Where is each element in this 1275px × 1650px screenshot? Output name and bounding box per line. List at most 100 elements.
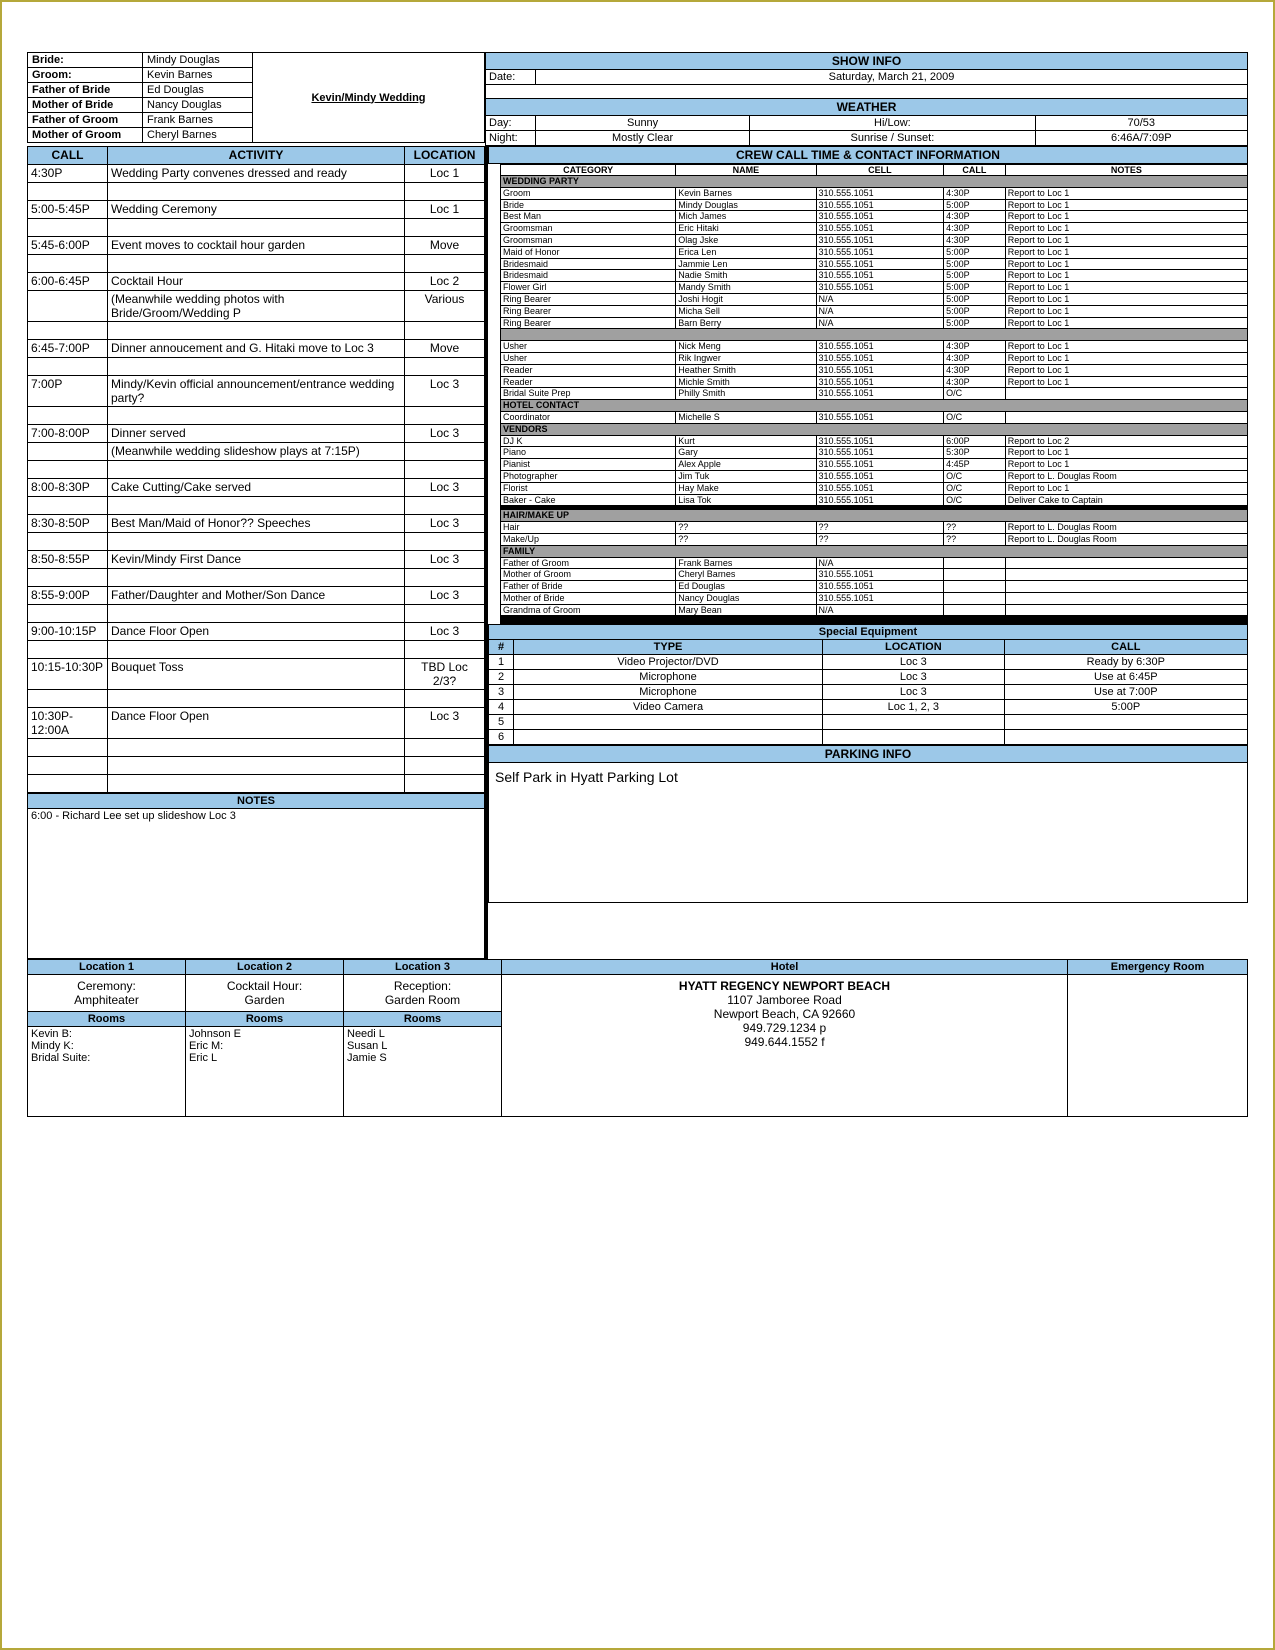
crew-cell: 5:00P <box>944 258 1006 270</box>
bridal-party-table: Bride: Mindy Douglas Kevin/Mindy Wedding… <box>27 52 485 143</box>
crew-cell: 5:30P <box>944 447 1006 459</box>
schedule-cell <box>108 641 405 659</box>
equip-cell: Video Camera <box>514 700 823 715</box>
crew-header-table: CREW CALL TIME & CONTACT INFORMATION <box>488 146 1248 164</box>
crew-cell: Nancy Douglas <box>676 592 816 604</box>
crew-cell: Baker - Cake <box>501 494 676 506</box>
crew-cell: Make/Up <box>501 533 676 545</box>
equip-cell: Loc 1, 2, 3 <box>823 700 1005 715</box>
schedule-cell <box>28 497 108 515</box>
schedule-cell <box>405 461 485 479</box>
schedule-table: CALL ACTIVITY LOCATION 4:30PWedding Part… <box>27 146 485 793</box>
crew-cell: 310.555.1051 <box>816 388 944 400</box>
crew-cell: 310.555.1051 <box>816 341 944 353</box>
crew-cell: Bridal Suite Prep <box>501 388 676 400</box>
schedule-cell: Loc 3 <box>405 425 485 443</box>
crew-cell: Bridesmaid <box>501 270 676 282</box>
crew-cell <box>1005 569 1247 581</box>
hotel-cell: HYATT REGENCY NEWPORT BEACH1107 Jamboree… <box>502 975 1068 1117</box>
crew-cell: ?? <box>944 522 1006 534</box>
crew-cell: Coordinator <box>501 411 676 423</box>
crew-cell: Heather Smith <box>676 364 816 376</box>
crew-cell <box>944 569 1006 581</box>
crew-cell: Hair <box>501 522 676 534</box>
notes-content: 6:00 - Richard Lee set up slideshow Loc … <box>28 809 485 959</box>
schedule-cell: Cake Cutting/Cake served <box>108 479 405 497</box>
parking-header: PARKING INFO <box>489 746 1248 763</box>
crew-cell: N/A <box>816 604 944 616</box>
crew-cell: Michle Smith <box>676 376 816 388</box>
schedule-cell: Loc 3 <box>405 376 485 407</box>
rooms-col2: Johnson EEric M:Eric L <box>186 1027 344 1117</box>
schedule-cell: Cocktail Hour <box>108 273 405 291</box>
schedule-cell: 5:45-6:00P <box>28 237 108 255</box>
schedule-cell: Loc 3 <box>405 515 485 533</box>
schedule-cell <box>108 605 405 623</box>
crew-cell: Father of Groom <box>501 557 676 569</box>
crew-cell: 310.555.1051 <box>816 376 944 388</box>
crew-cell: Report to Loc 1 <box>1005 270 1247 282</box>
schedule-cell <box>28 255 108 273</box>
equip-cell: Loc 3 <box>823 655 1005 670</box>
crew-cell: Mother of Bride <box>501 592 676 604</box>
crew-cell: Deliver Cake to Captain <box>1005 494 1247 506</box>
crew-cell: 5:00P <box>944 317 1006 329</box>
schedule-cell <box>28 183 108 201</box>
crew-cell: 310.555.1051 <box>816 352 944 364</box>
crew-cell: Philly Smith <box>676 388 816 400</box>
crew-cell: 310.555.1051 <box>816 447 944 459</box>
crew-cell: Bride <box>501 199 676 211</box>
schedule-cell: 9:00-10:15P <box>28 623 108 641</box>
crew-cell: Report to Loc 2 <box>1005 435 1247 447</box>
schedule-cell: Dance Floor Open <box>108 623 405 641</box>
crew-cell <box>944 557 1006 569</box>
schedule-cell <box>108 690 405 708</box>
crew-cell: 5:00P <box>944 282 1006 294</box>
crew-cell: 5:00P <box>944 293 1006 305</box>
crew-cell: Report to Loc 1 <box>1005 447 1247 459</box>
crew-cell: Florist <box>501 482 676 494</box>
crew-cell: Reader <box>501 376 676 388</box>
show-date: Saturday, March 21, 2009 <box>536 70 1248 85</box>
schedule-cell: 7:00-8:00P <box>28 425 108 443</box>
schedule-cell: Best Man/Maid of Honor?? Speeches <box>108 515 405 533</box>
crew-cell: Barn Berry <box>676 317 816 329</box>
crew-cell: Mother of Groom <box>501 569 676 581</box>
equip-cell <box>514 730 823 745</box>
equip-cell: Use at 6:45P <box>1004 670 1247 685</box>
crew-cell: Erica Len <box>676 246 816 258</box>
crew-cell: Report to Loc 1 <box>1005 293 1247 305</box>
crew-cell: Report to Loc 1 <box>1005 482 1247 494</box>
crew-section-header: HOTEL CONTACT <box>501 400 1248 412</box>
crew-cell: Groomsman <box>501 223 676 235</box>
show-info-header: SHOW INFO <box>486 53 1248 70</box>
equip-cell: 2 <box>489 670 514 685</box>
crew-cell: Report to L. Douglas Room <box>1005 470 1247 482</box>
schedule-cell <box>28 322 108 340</box>
crew-cell: DJ K <box>501 435 676 447</box>
schedule-cell <box>405 739 485 757</box>
crew-cell: Pianist <box>501 459 676 471</box>
crew-cell: Jim Tuk <box>676 470 816 482</box>
crew-cell: 310.555.1051 <box>816 569 944 581</box>
crew-cell <box>1005 592 1247 604</box>
crew-cell: ?? <box>816 522 944 534</box>
crew-cell: Ring Bearer <box>501 305 676 317</box>
schedule-cell <box>28 358 108 376</box>
schedule-cell: Loc 2 <box>405 273 485 291</box>
crew-cell: Joshi Hogit <box>676 293 816 305</box>
equip-cell: 3 <box>489 685 514 700</box>
crew-cell: Mandy Smith <box>676 282 816 294</box>
crew-cell: N/A <box>816 557 944 569</box>
parking-table: PARKING INFO Self Park in Hyatt Parking … <box>488 745 1248 903</box>
crew-header: CREW CALL TIME & CONTACT INFORMATION <box>489 147 1248 164</box>
sunrise-sunset: 6:46A/7:09P <box>1035 131 1247 146</box>
hilow-value: 70/53 <box>1035 116 1247 131</box>
crew-cell: Kevin Barnes <box>676 187 816 199</box>
crew-cell: Report to Loc 1 <box>1005 199 1247 211</box>
crew-cell: O/C <box>944 470 1006 482</box>
schedule-cell <box>108 775 405 793</box>
crew-cell: O/C <box>944 411 1006 423</box>
crew-cell: Kurt <box>676 435 816 447</box>
crew-cell: 310.555.1051 <box>816 211 944 223</box>
